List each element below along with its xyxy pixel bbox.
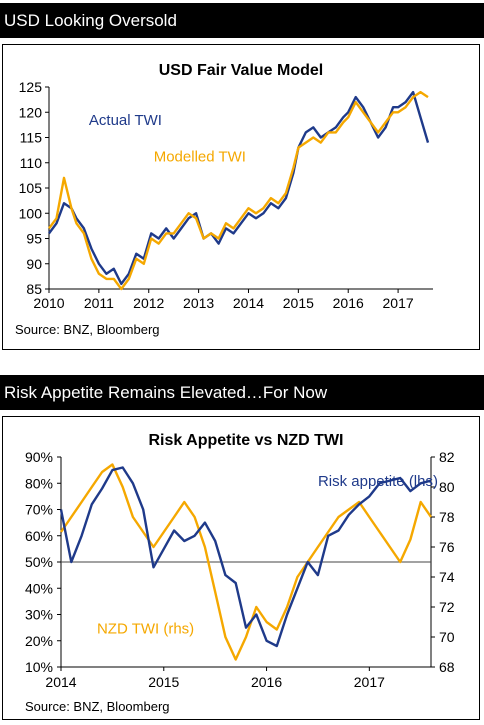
risk-appetite-label: Risk appetite (lhs) [318, 473, 438, 490]
panel-header-risk: Risk Appetite Remains Elevated…For Now [0, 375, 484, 410]
actual-twi-line [48, 90, 430, 286]
nzd-twi-label: NZD TWI (rhs) [97, 620, 194, 637]
y-tick-label: 85 [26, 281, 42, 297]
x-tick-label: 2014 [45, 674, 76, 690]
y-tick-label: 115 [20, 130, 43, 146]
y-tick-label: 120 [19, 104, 43, 120]
x-tick-label: 2017 [354, 674, 385, 690]
actual-twi-label: Actual TWI [89, 112, 162, 129]
source-note: Source: BNZ, Bloomberg [25, 699, 170, 714]
x-tick-label: 2017 [383, 295, 414, 311]
y-left-tick-label: 10% [25, 659, 53, 675]
x-tick-label: 2016 [251, 674, 282, 690]
nzd-twi-line [60, 463, 432, 661]
y-left-tick-label: 20% [25, 633, 53, 649]
y-tick-label: 105 [19, 180, 43, 196]
risk-appetite-chart: Risk Appetite vs NZD TWI 10% 20% 30% 40% 50% 6… [25, 432, 455, 714]
x-tick-label: 2011 [84, 295, 114, 311]
source-note: Source: BNZ, Bloomberg [15, 322, 160, 337]
y-right-tick-label: 80 [439, 479, 455, 495]
y-left-tick-label: 90% [25, 449, 53, 465]
risk-chart-box: Risk Appetite vs NZD TWI 10% 20% 30% 40% 50% 6… [2, 416, 480, 720]
y-tick-label: 100 [19, 205, 43, 221]
x-tick-label: 2014 [233, 295, 264, 311]
x-tick-label: 2016 [333, 295, 364, 311]
y-right-tick-label: 74 [439, 569, 455, 585]
x-tick-label: 2015 [283, 295, 314, 311]
y-tick-label: 95 [26, 231, 42, 247]
y-right-tick-label: 82 [439, 449, 455, 465]
y-left-tick-label: 50% [25, 554, 53, 570]
y-right-tick-label: 72 [439, 599, 455, 615]
x-tick-label: 2012 [133, 295, 164, 311]
modelled-twi-line [48, 90, 429, 291]
y-tick-label: 125 [19, 79, 43, 95]
chart-title: USD Fair Value Model [159, 62, 323, 79]
y-right-tick-label: 76 [439, 539, 455, 555]
y-left-tick-label: 80% [25, 475, 53, 491]
modelled-twi-label: Modelled TWI [154, 149, 246, 166]
chart-title: Risk Appetite vs NZD TWI [149, 432, 344, 449]
x-tick-label: 2010 [33, 295, 64, 311]
panel-header-usd: USD Looking Oversold [0, 3, 484, 38]
y-right-tick-label: 78 [439, 509, 455, 525]
y-left-tick-label: 70% [25, 502, 53, 518]
usd-fair-value-chart: USD Fair Value Model 85 90 95 100 105 110 115 12… [15, 62, 433, 337]
y-tick-label: 90 [26, 256, 42, 272]
usd-chart-box: USD Fair Value Model 85 90 95 100 105 110 115 12… [2, 44, 480, 350]
y-left-tick-label: 30% [25, 607, 53, 623]
y-left-tick-label: 60% [25, 528, 53, 544]
y-right-tick-label: 68 [439, 659, 455, 675]
x-tick-label: 2015 [148, 674, 179, 690]
y-right-tick-label: 70 [439, 629, 455, 645]
y-left-tick-label: 40% [25, 580, 53, 596]
y-tick-label: 110 [20, 155, 43, 171]
x-tick-label: 2013 [183, 295, 214, 311]
risk-appetite-line [59, 466, 432, 648]
